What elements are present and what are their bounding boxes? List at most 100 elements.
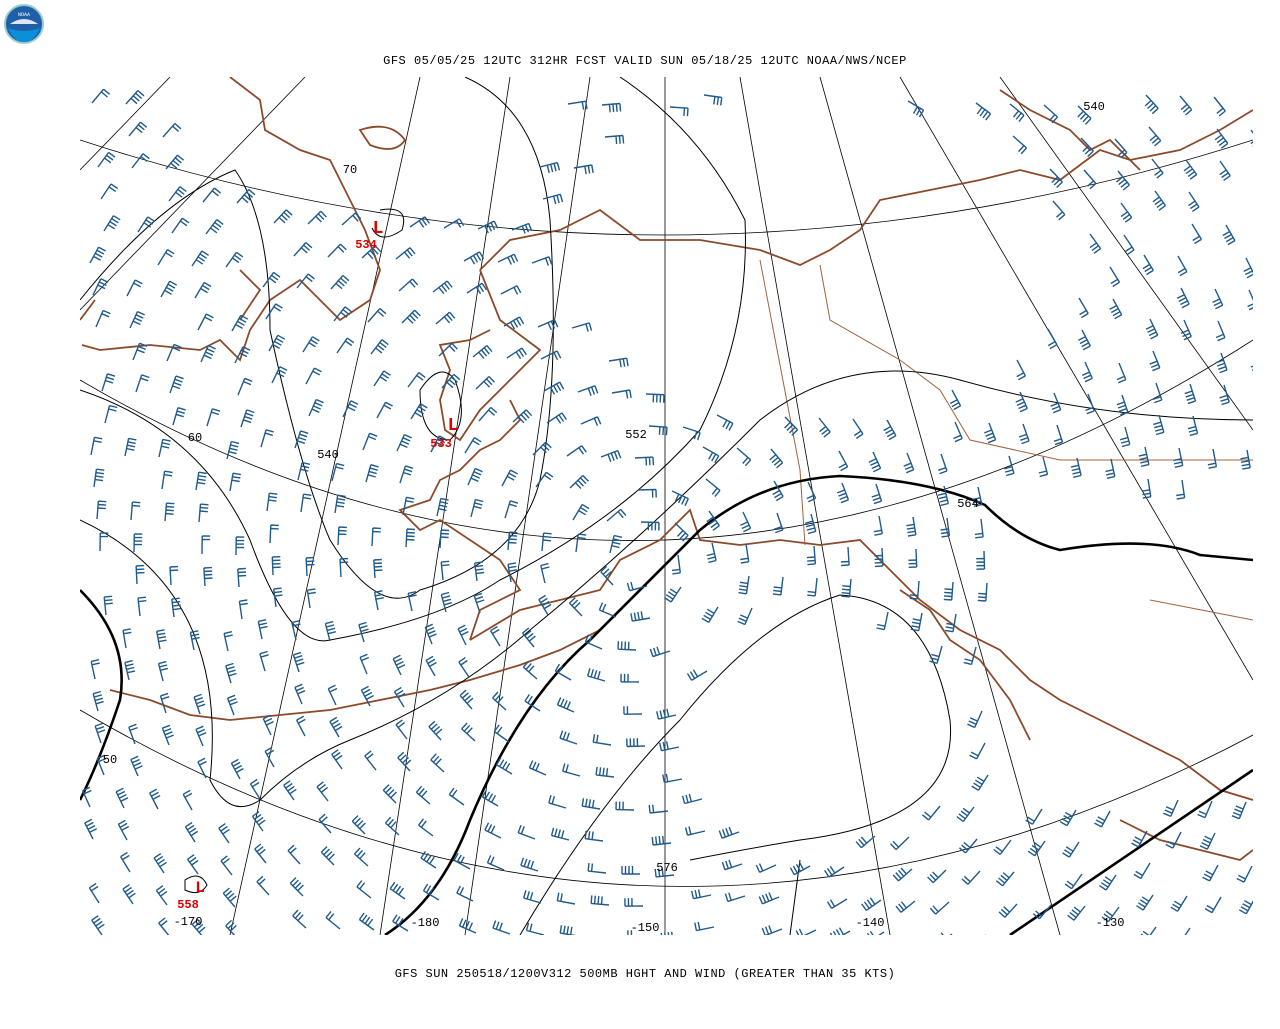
wind-barb xyxy=(903,452,915,474)
wind-barb xyxy=(360,685,374,707)
wind-barb xyxy=(396,433,412,452)
wind-barb xyxy=(260,429,274,448)
wind-barb xyxy=(195,725,207,747)
wind-barb xyxy=(998,903,1018,918)
wind-barb xyxy=(205,219,224,235)
wind-barb xyxy=(336,337,355,354)
wind-barb xyxy=(649,646,671,658)
wind-barb xyxy=(1144,94,1159,115)
wind-barb xyxy=(702,446,720,464)
wind-barb xyxy=(1012,135,1028,155)
low-symbol: L xyxy=(448,416,459,436)
wind-barb xyxy=(124,437,137,457)
wind-barb xyxy=(189,630,200,651)
wind-barb xyxy=(520,857,539,872)
wind-barb xyxy=(1170,895,1188,912)
wind-barb xyxy=(883,419,897,441)
longitude-label: -180 xyxy=(411,916,440,930)
wind-barb xyxy=(157,660,169,682)
wind-barb xyxy=(539,161,561,174)
wind-barb xyxy=(428,720,443,741)
wind-barb xyxy=(662,773,683,784)
wind-barb xyxy=(826,898,848,909)
low-symbol: L xyxy=(373,219,384,239)
wind-barb xyxy=(237,567,247,588)
wind-barb xyxy=(671,554,681,575)
wind-barb xyxy=(297,461,311,481)
wind-barb xyxy=(634,456,655,466)
wind-barb xyxy=(841,578,852,598)
wind-barb xyxy=(956,806,975,823)
wind-barb xyxy=(1148,126,1162,147)
wind-barb xyxy=(128,121,148,137)
wind-barb xyxy=(836,482,850,504)
wind-barb xyxy=(569,474,589,489)
wind-barb xyxy=(969,742,986,760)
wind-barb xyxy=(584,634,603,650)
wind-barb xyxy=(495,757,513,775)
wind-barb xyxy=(937,485,949,507)
wind-barb xyxy=(703,94,723,106)
wind-barb xyxy=(202,187,222,203)
logo-text: NOAA xyxy=(18,12,30,18)
wind-barb xyxy=(206,408,221,427)
wind-barb xyxy=(201,535,211,555)
wind-barb xyxy=(458,918,477,934)
wind-barb xyxy=(430,753,445,773)
wind-barb xyxy=(543,381,565,395)
wind-barb xyxy=(361,245,382,260)
wind-barb xyxy=(855,835,876,849)
wind-barb xyxy=(522,660,538,680)
wind-barb xyxy=(223,631,233,652)
wind-barb xyxy=(1238,900,1253,915)
wind-barb xyxy=(972,486,983,507)
wind-barb xyxy=(824,866,845,878)
wind-barb xyxy=(273,587,283,608)
wind-barb xyxy=(359,653,370,675)
latitude-label: 50 xyxy=(103,753,117,767)
wind-barb xyxy=(453,852,471,870)
wind-barb xyxy=(1052,200,1066,221)
wind-barb xyxy=(492,920,511,935)
wind-barb xyxy=(461,722,476,742)
wind-barb xyxy=(373,590,384,611)
map-area xyxy=(80,77,1253,935)
contour-label: 576 xyxy=(656,861,678,875)
wind-barb xyxy=(271,556,281,576)
wind-barb xyxy=(1231,801,1247,820)
wind-barb xyxy=(287,844,301,865)
wind-barb xyxy=(439,529,450,549)
wind-barb xyxy=(648,804,669,814)
wind-barb xyxy=(1114,138,1128,159)
wind-barb xyxy=(273,209,293,224)
wind-barb xyxy=(721,859,743,871)
wind-barb xyxy=(182,789,193,811)
wind-barb xyxy=(807,577,818,597)
wind-barb xyxy=(1050,392,1062,414)
wind-barb xyxy=(257,619,268,640)
wind-barb xyxy=(606,508,627,522)
wind-barb xyxy=(1078,329,1091,351)
wind-barb xyxy=(103,595,113,616)
wind-barb xyxy=(203,566,213,587)
wind-barb xyxy=(630,611,651,622)
wind-barb xyxy=(984,422,997,444)
wind-barb xyxy=(623,706,643,715)
wind-barb xyxy=(806,545,817,566)
wind-barbs xyxy=(81,88,1253,935)
wind-barb xyxy=(758,892,780,905)
wind-barb xyxy=(892,867,913,882)
wind-barb xyxy=(259,650,269,672)
wind-barb xyxy=(392,914,409,932)
wind-barb xyxy=(546,412,567,424)
wind-barb xyxy=(1136,894,1154,911)
wind-barb xyxy=(620,673,640,683)
wind-barb xyxy=(995,871,1015,887)
wind-barb xyxy=(409,216,430,228)
wind-barb xyxy=(943,581,954,601)
wind-barb xyxy=(353,847,369,867)
wind-barb xyxy=(1149,350,1161,372)
wind-barb xyxy=(467,467,483,486)
wind-barb xyxy=(1236,865,1253,883)
